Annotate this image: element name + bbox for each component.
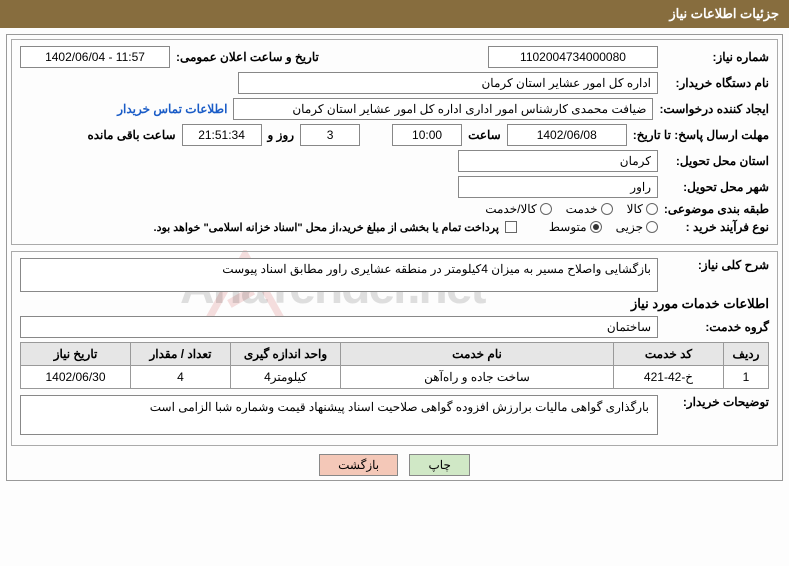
td-name: ساخت جاده و راه‌آهن xyxy=(341,366,614,389)
print-button[interactable]: چاپ xyxy=(409,454,469,476)
th-qty: تعداد / مقدار xyxy=(131,343,231,366)
radio-minor-label: جزیی xyxy=(616,220,643,234)
city-field: راور xyxy=(458,176,658,198)
row-province: استان محل تحویل: کرمان xyxy=(20,150,769,172)
process-radio-group: جزیی متوسط xyxy=(549,220,658,234)
buyer-notes-label: توضیحات خریدار: xyxy=(664,395,769,409)
th-unit: واحد اندازه گیری xyxy=(231,343,341,366)
countdown-field: 21:51:34 xyxy=(182,124,262,146)
radio-dot-goods xyxy=(646,203,658,215)
radio-goods-label: کالا xyxy=(627,202,643,216)
page-header: جزئیات اطلاعات نیاز xyxy=(0,0,789,28)
radio-dot-medium xyxy=(590,221,602,233)
row-deadline: مهلت ارسال پاسخ: تا تاریخ: 1402/06/08 سا… xyxy=(20,124,769,146)
need-number-label: شماره نیاز: xyxy=(664,50,769,64)
category-label: طبقه بندی موضوعی: xyxy=(664,202,769,216)
radio-goods-service-label: کالا/خدمت xyxy=(485,202,536,216)
time-label: ساعت xyxy=(468,128,501,142)
radio-goods[interactable]: کالا xyxy=(627,202,658,216)
td-date: 1402/06/30 xyxy=(21,366,131,389)
radio-service-label: خدمت xyxy=(566,202,598,216)
th-row: ردیف xyxy=(724,343,769,366)
row-buyer-notes: توضیحات خریدار: بارگذاری گواهی مالیات بر… xyxy=(20,395,769,435)
th-date: تاریخ نیاز xyxy=(21,343,131,366)
remaining-label: ساعت باقی مانده xyxy=(87,128,175,142)
td-unit: کیلومتر4 xyxy=(231,366,341,389)
contact-link[interactable]: اطلاعات تماس خریدار xyxy=(117,102,227,116)
back-button[interactable]: بازگشت xyxy=(319,454,398,476)
td-code: خ-42-421 xyxy=(614,366,724,389)
radio-medium[interactable]: متوسط xyxy=(549,220,602,234)
row-city: شهر محل تحویل: راور xyxy=(20,176,769,198)
deadline-date-field: 1402/06/08 xyxy=(507,124,627,146)
days-word: روز و xyxy=(268,128,295,142)
table-row: 1 خ-42-421 ساخت جاده و راه‌آهن کیلومتر4 … xyxy=(21,366,769,389)
radio-dot-minor xyxy=(646,221,658,233)
row-category: طبقه بندی موضوعی: کالا خدمت کالا/خدمت xyxy=(20,202,769,216)
deadline-time-field: 10:00 xyxy=(392,124,462,146)
row-need-number: شماره نیاز: 1102004734000080 تاریخ و ساع… xyxy=(20,46,769,68)
radio-service[interactable]: خدمت xyxy=(566,202,613,216)
need-number-field: 1102004734000080 xyxy=(488,46,658,68)
services-info-label: اطلاعات خدمات مورد نیاز xyxy=(631,296,769,312)
row-overall-desc: شرح کلی نیاز: بازگشایی واصلاح مسیر به می… xyxy=(20,258,769,292)
days-remaining-field: 3 xyxy=(300,124,360,146)
main-container: شماره نیاز: 1102004734000080 تاریخ و ساع… xyxy=(6,34,783,481)
services-table: ردیف کد خدمت نام خدمت واحد اندازه گیری ت… xyxy=(20,342,769,389)
row-requester: ایجاد کننده درخواست: ضیافت محمدی کارشناس… xyxy=(20,98,769,120)
payment-checkbox[interactable] xyxy=(505,221,517,233)
buttons-row: چاپ بازگشت xyxy=(11,454,778,476)
radio-dot-service xyxy=(601,203,613,215)
process-label: نوع فرآیند خرید : xyxy=(664,220,769,234)
category-radio-group: کالا خدمت کالا/خدمت xyxy=(485,202,658,216)
deadline-label: مهلت ارسال پاسخ: تا تاریخ: xyxy=(633,128,769,142)
buyer-notes-field: بارگذاری گواهی مالیات برارزش افزوده گواه… xyxy=(20,395,658,435)
basic-info-section: شماره نیاز: 1102004734000080 تاریخ و ساع… xyxy=(11,39,778,245)
table-header-row: ردیف کد خدمت نام خدمت واحد اندازه گیری ت… xyxy=(21,343,769,366)
province-field: کرمان xyxy=(458,150,658,172)
radio-medium-label: متوسط xyxy=(549,220,587,234)
buyer-org-label: نام دستگاه خریدار: xyxy=(664,76,769,90)
announce-label: تاریخ و ساعت اعلان عمومی: xyxy=(176,50,319,64)
overall-desc-label: شرح کلی نیاز: xyxy=(664,258,769,272)
radio-goods-service[interactable]: کالا/خدمت xyxy=(485,202,551,216)
th-name: نام خدمت xyxy=(341,343,614,366)
row-service-group: گروه خدمت: ساختمان xyxy=(20,316,769,338)
page-title: جزئیات اطلاعات نیاز xyxy=(669,6,779,21)
row-process: نوع فرآیند خرید : جزیی متوسط پرداخت تمام… xyxy=(20,220,769,234)
td-row: 1 xyxy=(724,366,769,389)
description-section: شرح کلی نیاز: بازگشایی واصلاح مسیر به می… xyxy=(11,251,778,446)
overall-desc-field: بازگشایی واصلاح مسیر به میزان 4کیلومتر د… xyxy=(20,258,658,292)
radio-minor[interactable]: جزیی xyxy=(616,220,658,234)
row-buyer-org: نام دستگاه خریدار: اداره کل امور عشایر ا… xyxy=(20,72,769,94)
payment-note: پرداخت تمام یا بخشی از مبلغ خرید،از محل … xyxy=(154,221,499,234)
requester-field: ضیافت محمدی کارشناس امور اداری اداره کل … xyxy=(233,98,653,120)
radio-dot-goods-service xyxy=(540,203,552,215)
city-label: شهر محل تحویل: xyxy=(664,180,769,194)
td-qty: 4 xyxy=(131,366,231,389)
province-label: استان محل تحویل: xyxy=(664,154,769,168)
th-code: کد خدمت xyxy=(614,343,724,366)
announce-field: 1402/06/04 - 11:57 xyxy=(20,46,170,68)
buyer-org-field: اداره کل امور عشایر استان کرمان xyxy=(238,72,658,94)
service-group-label: گروه خدمت: xyxy=(664,320,769,334)
row-services-info: اطلاعات خدمات مورد نیاز xyxy=(20,296,769,312)
requester-label: ایجاد کننده درخواست: xyxy=(659,102,769,116)
service-group-field: ساختمان xyxy=(20,316,658,338)
